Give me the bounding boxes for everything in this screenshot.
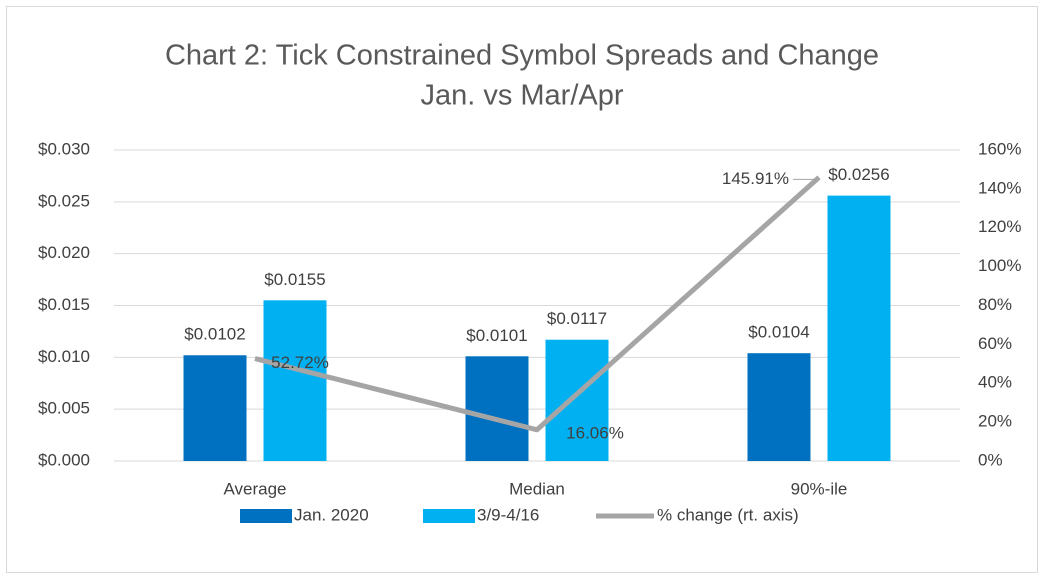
bar bbox=[545, 339, 609, 461]
x-tick-label: Median bbox=[509, 479, 565, 498]
data-label: $0.0104 bbox=[748, 323, 809, 342]
y-tick-label: $0.020 bbox=[38, 243, 90, 262]
data-label: 52.72% bbox=[271, 353, 329, 372]
y2-tick-label: 60% bbox=[978, 334, 1012, 353]
y-tick-label: $0.030 bbox=[38, 139, 90, 158]
bar bbox=[465, 356, 529, 461]
legend-swatch bbox=[240, 509, 292, 523]
y2-tick-label: 140% bbox=[978, 178, 1021, 197]
y2-tick-label: 20% bbox=[978, 412, 1012, 431]
y2-tick-label: 120% bbox=[978, 217, 1021, 236]
legend-label: 3/9-4/16 bbox=[477, 505, 539, 524]
bar bbox=[747, 353, 811, 461]
y-tick-label: $0.010 bbox=[38, 347, 90, 366]
bar bbox=[827, 195, 891, 461]
x-tick-label: Average bbox=[223, 479, 286, 498]
chart-title: Jan. vs Mar/Apr bbox=[420, 80, 623, 112]
data-label: $0.0256 bbox=[828, 165, 889, 184]
x-tick-label: 90%-ile bbox=[791, 479, 848, 498]
y2-tick-label: 40% bbox=[978, 373, 1012, 392]
y-tick-label: $0.000 bbox=[38, 450, 90, 469]
legend-label: Jan. 2020 bbox=[294, 505, 369, 524]
data-label: 16.06% bbox=[566, 423, 624, 442]
data-label: $0.0155 bbox=[264, 270, 325, 289]
bar bbox=[263, 300, 327, 461]
data-label: $0.0101 bbox=[466, 326, 527, 345]
y2-tick-label: 100% bbox=[978, 256, 1021, 275]
y-tick-label: $0.005 bbox=[38, 399, 90, 418]
data-label: 145.91% bbox=[722, 169, 789, 188]
y2-tick-label: 80% bbox=[978, 295, 1012, 314]
y-tick-label: $0.015 bbox=[38, 295, 90, 314]
data-label: $0.0117 bbox=[547, 309, 607, 328]
chart-title: Chart 2: Tick Constrained Symbol Spreads… bbox=[165, 40, 879, 72]
legend-label: % change (rt. axis) bbox=[657, 505, 799, 524]
y2-tick-label: 0% bbox=[978, 450, 1003, 469]
data-label: $0.0102 bbox=[184, 325, 245, 344]
legend-swatch bbox=[423, 509, 475, 523]
bar bbox=[183, 355, 247, 461]
y2-tick-label: 160% bbox=[978, 139, 1021, 158]
y-tick-label: $0.025 bbox=[38, 191, 90, 210]
line bbox=[254, 175, 821, 433]
